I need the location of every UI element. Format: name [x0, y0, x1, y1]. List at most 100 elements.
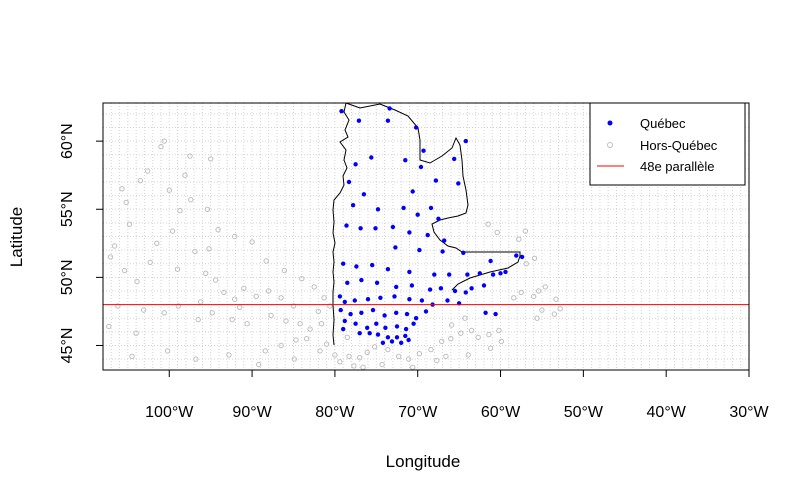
data-point-hors-quebec — [221, 289, 227, 296]
data-point-hors-quebec — [531, 293, 537, 300]
data-point-quebec — [365, 297, 371, 302]
data-point-hors-quebec — [204, 206, 211, 213]
data-point-hors-quebec — [161, 138, 168, 144]
data-point-quebec — [514, 253, 519, 258]
data-point-hors-quebec — [265, 288, 272, 294]
data-point-hors-quebec — [346, 353, 352, 360]
data-point-hors-quebec — [344, 334, 350, 340]
data-point-hors-quebec — [410, 364, 416, 370]
x-tick-label: 30°W — [729, 404, 769, 421]
data-point-hors-quebec — [304, 336, 310, 342]
data-point-quebec — [359, 277, 364, 283]
y-axis-label: Latitude — [7, 207, 26, 268]
data-point-hors-quebec — [145, 168, 151, 174]
data-point-quebec — [353, 162, 358, 167]
data-point-quebec — [350, 203, 356, 208]
data-point-hors-quebec — [263, 258, 269, 264]
data-point-quebec — [403, 326, 409, 332]
data-point-hors-quebec — [539, 307, 545, 313]
y-tick-label: 60°N — [59, 123, 76, 159]
data-point-hors-quebec — [111, 243, 118, 249]
data-point-quebec — [425, 232, 430, 238]
data-point-quebec — [407, 269, 412, 275]
data-point-quebec — [519, 254, 525, 260]
data-point-quebec — [452, 288, 458, 294]
x-tick-label: 100°W — [145, 404, 194, 421]
data-point-hors-quebec — [177, 207, 183, 214]
data-point-quebec — [477, 271, 482, 276]
data-point-hors-quebec — [557, 306, 563, 312]
data-point-hors-quebec — [487, 345, 494, 351]
x-axis-label: Longitude — [386, 452, 461, 471]
data-point-quebec — [378, 295, 383, 300]
data-point-quebec — [370, 307, 376, 313]
data-point-hors-quebec — [535, 288, 542, 294]
data-point-hors-quebec — [449, 322, 455, 328]
data-point-hors-quebec — [351, 363, 357, 369]
data-point-quebec — [394, 310, 399, 315]
data-point-quebec — [403, 158, 408, 163]
data-point-hors-quebec — [516, 236, 522, 242]
data-point-hors-quebec — [299, 276, 305, 282]
data-point-quebec — [452, 156, 457, 162]
data-point-quebec — [373, 226, 378, 231]
data-point-quebec — [387, 106, 392, 111]
data-point-hors-quebec — [278, 342, 284, 349]
data-point-hors-quebec — [405, 356, 412, 362]
data-point-quebec — [358, 226, 363, 231]
data-point-quebec — [469, 286, 474, 291]
data-point-quebec — [375, 332, 381, 337]
data-point-hors-quebec — [147, 259, 153, 266]
data-point-hors-quebec — [140, 307, 147, 313]
data-point-hors-quebec — [522, 228, 529, 234]
data-point-quebec — [490, 272, 496, 277]
data-point-quebec — [419, 298, 425, 303]
data-point-hors-quebec — [396, 353, 402, 360]
data-point-quebec — [413, 125, 419, 130]
data-point-quebec — [481, 283, 487, 288]
data-point-hors-quebec — [416, 351, 423, 357]
data-point-hors-quebec — [119, 186, 125, 192]
quebec-border — [332, 103, 521, 346]
data-point-hors-quebec — [262, 348, 268, 354]
data-point-quebec — [407, 297, 412, 302]
data-point-quebec — [374, 321, 379, 326]
data-point-quebec — [461, 250, 466, 255]
y-axis: 45°N 50°N 55°N 60°N — [59, 123, 104, 363]
hors-quebec-series — [106, 138, 563, 370]
data-point-quebec — [392, 294, 397, 299]
data-point-hors-quebec — [379, 361, 385, 368]
data-point-quebec — [465, 272, 470, 277]
data-point-quebec — [337, 294, 343, 299]
data-point-quebec — [440, 249, 445, 254]
data-point-hors-quebec — [154, 240, 160, 247]
data-point-quebec — [361, 192, 367, 197]
data-point-hors-quebec — [534, 315, 540, 321]
data-point-quebec — [369, 155, 374, 160]
data-point-quebec — [394, 324, 400, 329]
data-point-quebec — [380, 340, 386, 345]
data-point-hors-quebec — [237, 304, 243, 310]
data-point-hors-quebec — [317, 348, 323, 354]
data-point-quebec — [393, 245, 398, 250]
data-point-hors-quebec — [327, 303, 333, 309]
data-point-hors-quebec — [553, 296, 559, 302]
data-point-hors-quebec — [256, 361, 262, 368]
data-point-hors-quebec — [174, 266, 181, 272]
data-point-hors-quebec — [215, 227, 221, 233]
data-point-quebec — [407, 230, 412, 235]
data-point-quebec — [385, 118, 391, 123]
x-tick-label: 50°W — [564, 404, 604, 421]
data-point-hors-quebec — [357, 355, 363, 361]
data-point-quebec — [406, 337, 411, 343]
data-point-hors-quebec — [360, 364, 366, 370]
legend-label-48e-parallele: 48e parallèle — [640, 159, 714, 174]
data-point-hors-quebec — [206, 246, 212, 252]
data-point-hors-quebec — [253, 293, 259, 300]
data-point-hors-quebec — [198, 299, 204, 305]
data-point-quebec — [385, 335, 391, 340]
data-point-quebec — [383, 325, 388, 330]
data-point-hors-quebec — [133, 330, 139, 336]
data-point-hors-quebec — [518, 289, 524, 296]
